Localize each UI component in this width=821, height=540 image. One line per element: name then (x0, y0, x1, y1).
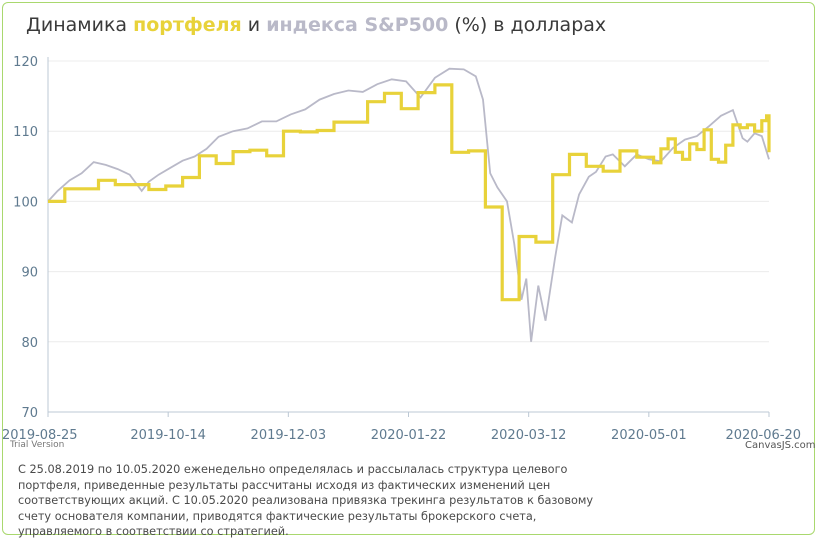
title-part1: Динамика (26, 14, 134, 36)
y-tick-label-100: 100 (13, 195, 38, 210)
y-axis: 70 80 90 100 110 120 (13, 55, 49, 421)
title-portfolio-word: портфеля (133, 14, 242, 36)
x-tick-label-2019-10-14: 2019-10-14 (130, 428, 206, 443)
title-index-word: индекса S&P500 (266, 14, 449, 36)
y-tick-label-70: 70 (21, 406, 38, 421)
trial-version-label: Trial Version (10, 440, 65, 450)
portfolio-series-line (48, 83, 771, 302)
series-lines (47, 67, 771, 342)
chart-title: Динамика портфеля и индекса S&P500 (%) в… (26, 14, 606, 36)
x-tick-label-2019-12-03: 2019-12-03 (251, 428, 327, 443)
x-tick-label-2020-03-12: 2020-03-12 (491, 428, 567, 443)
footnote-text: С 25.08.2019 по 10.05.2020 еженедельно о… (18, 463, 594, 538)
x-tick-label-2020-06-20: 2020-06-20 (725, 428, 801, 443)
y-tick-label-110: 110 (13, 125, 38, 140)
x-axis: 2019-08-25 2019-10-14 2019-12-03 2020-01-22… (2, 411, 801, 443)
x-tick-label-2020-01-22: 2020-01-22 (371, 428, 447, 443)
y-tick-label-90: 90 (21, 266, 38, 281)
grid-lines (48, 60, 769, 413)
y-tick-label-120: 120 (13, 55, 38, 70)
title-part3: (%) в долларах (448, 14, 607, 36)
canvasjs-credit-link[interactable]: CanvasJS.com (745, 440, 816, 451)
x-tick-label-2020-05-01: 2020-05-01 (611, 428, 687, 443)
title-part2: и (241, 14, 267, 36)
x-tick-label-2019-08-25: 2019-08-25 (2, 428, 78, 443)
y-tick-label-80: 80 (21, 336, 38, 351)
chart-frame (2, 2, 815, 535)
